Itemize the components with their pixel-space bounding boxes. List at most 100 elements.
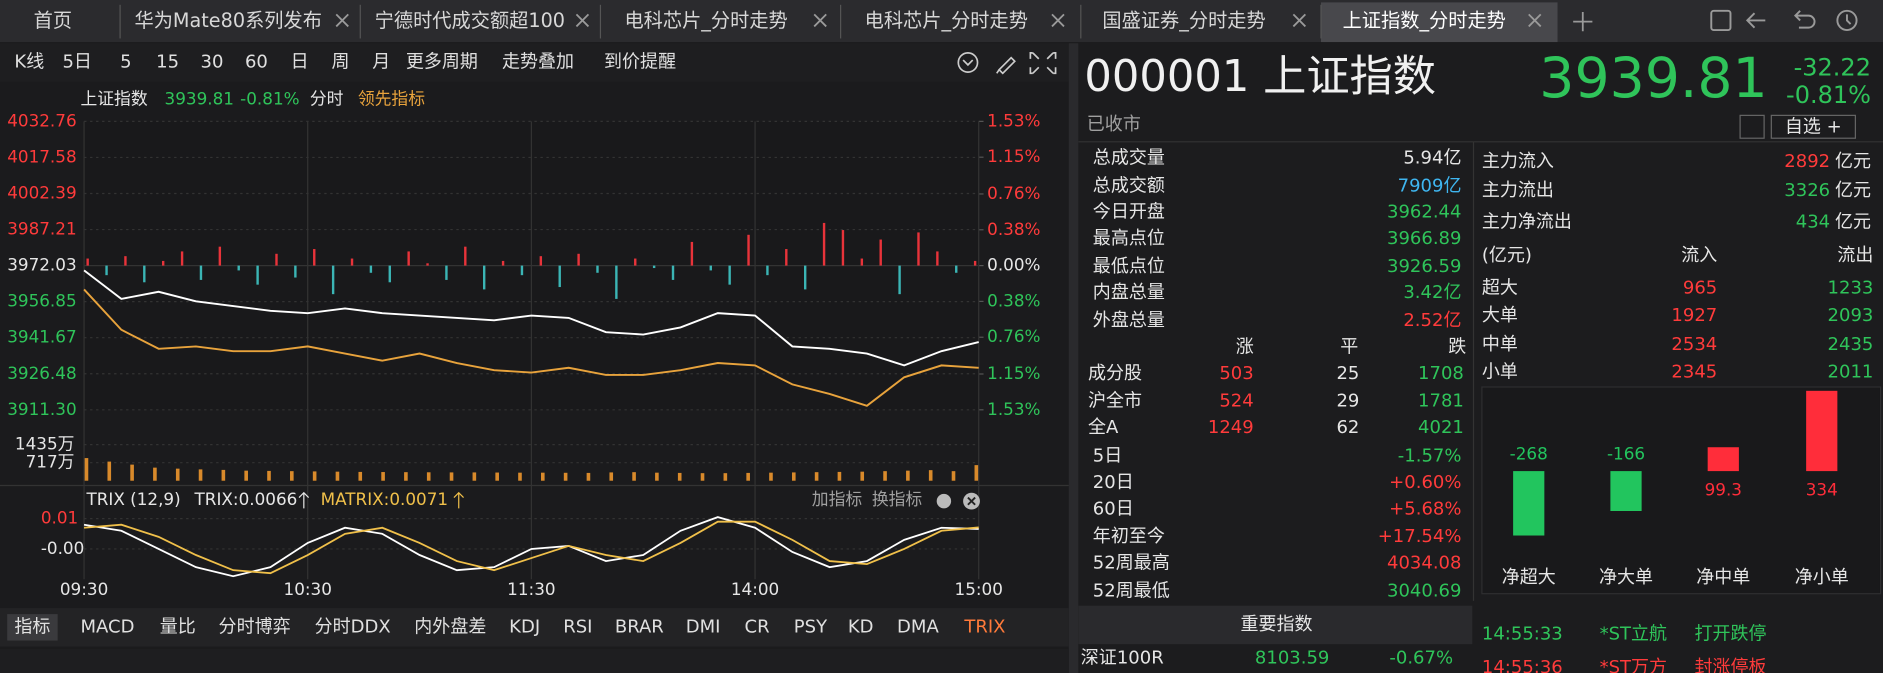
tab[interactable]: 电科芯片_分时走势 — [865, 9, 1028, 32]
indicator-tab[interactable]: 内外盘差 — [414, 616, 486, 637]
arrow-up — [453, 491, 464, 509]
indicator-line — [83, 516, 979, 578]
watch-button[interactable]: 自选 + — [1785, 116, 1842, 137]
volume-bar — [267, 470, 271, 481]
toolbar-item[interactable]: 5 — [120, 51, 131, 72]
tab[interactable]: 首页 — [34, 9, 72, 32]
y-tick-label: 3956.85 — [7, 291, 76, 311]
toolbar-item[interactable]: K线 — [14, 51, 44, 72]
stat-value: 3962.44 — [1387, 202, 1461, 223]
breadth-value: 503 — [1219, 363, 1253, 384]
flow-header: 流入 — [1681, 245, 1717, 266]
indicator-tab[interactable]: PSY — [794, 616, 828, 637]
stat-value: 5.94亿 — [1403, 148, 1461, 169]
toolbar-item[interactable]: 15 — [156, 51, 179, 72]
indicator-tab[interactable]: KD — [848, 616, 874, 637]
indicator-tab[interactable]: KDJ — [509, 616, 540, 637]
toolbar-item[interactable]: 更多周期 — [406, 51, 478, 72]
volume-bar — [312, 471, 317, 481]
series-name: 上证指数 — [80, 89, 147, 109]
bell-button[interactable] — [1739, 114, 1765, 139]
volume-bar — [381, 472, 385, 481]
indicator-tab-active[interactable] — [7, 614, 58, 641]
tab-close-icons[interactable] — [335, 13, 1542, 28]
stat-label: 总成交额 — [1093, 175, 1165, 196]
indicator-tab[interactable]: BRAR — [615, 616, 664, 637]
volume-bar — [449, 472, 454, 481]
indicator-tab[interactable]: DMI — [686, 616, 721, 637]
tab[interactable]: 电科芯片_分时走势 — [624, 9, 787, 32]
indicator-line — [83, 520, 979, 575]
flow-value: 2345 — [1671, 362, 1717, 383]
quote-title: 000001 上证指数 — [1084, 52, 1436, 102]
volume-bar — [951, 471, 956, 481]
y2-tick-label: 1.53% — [987, 110, 1040, 130]
toolbar-item[interactable]: 周 — [331, 51, 349, 72]
tab[interactable]: 国盛证券_分时走势 — [1102, 9, 1265, 32]
tab[interactable]: 华为Mate80系列发布 — [134, 9, 321, 32]
indicator-tab[interactable]: 量比 — [160, 616, 196, 637]
flow-header: (亿元) — [1482, 245, 1532, 266]
indicator-tab[interactable]: TRIX — [963, 616, 1005, 637]
alert-item: *ST立航 — [1600, 624, 1667, 645]
toolbar-item[interactable]: 日 — [291, 51, 309, 72]
toolbar-item[interactable]: 走势叠加 — [502, 51, 574, 72]
flow-bar-label: 334 — [1806, 479, 1838, 499]
breadth-value: 29 — [1336, 390, 1359, 411]
y-tick-label: 3987.21 — [7, 219, 76, 239]
switch-indicator[interactable]: 换指标 — [872, 489, 923, 509]
indicator-tab[interactable]: CR — [745, 616, 770, 637]
new-tab-button[interactable] — [1573, 12, 1593, 32]
breadth-value: 1708 — [1418, 363, 1464, 384]
volume-bar — [791, 472, 796, 481]
volume-bar — [632, 472, 636, 481]
toolbar-item[interactable]: 30 — [201, 51, 224, 72]
tab[interactable]: 宁德时代成交额超100 — [375, 9, 565, 32]
volume-bar — [586, 472, 591, 481]
capital-unit: 亿元 — [1835, 211, 1871, 232]
period-label: 52周最高 — [1093, 553, 1170, 574]
volume-bar — [84, 458, 89, 481]
index-change: -0.67% — [1389, 648, 1453, 669]
tab[interactable]: 上证指数_分时走势 — [1343, 9, 1506, 32]
y-tick-label: 3941.67 — [7, 327, 76, 347]
volume-bar — [746, 472, 750, 481]
volume-bar — [769, 472, 773, 481]
watch-button-frame[interactable] — [1770, 114, 1856, 139]
toolbar-icons[interactable] — [957, 52, 1057, 75]
toolbar-item[interactable]: 到价提醒 — [604, 51, 676, 72]
volume-bar — [404, 472, 408, 481]
section-title: 重要指数 — [1241, 614, 1313, 635]
toolbar-item[interactable]: 60 — [245, 51, 268, 72]
y2-tick-label: 1.53% — [987, 399, 1040, 419]
indicator-tab[interactable]: 指标 — [14, 616, 50, 637]
toolbar-item[interactable]: 月 — [372, 51, 390, 72]
splitter[interactable] — [1068, 43, 1079, 673]
indicator-tab[interactable]: 分时博弈 — [219, 616, 291, 637]
indicator-tab[interactable]: MACD — [80, 616, 134, 637]
add-indicator[interactable]: 加指标 — [812, 489, 863, 509]
alert-item: 封涨停板 — [1694, 657, 1766, 673]
indicator-value: TRIX:0.0066 — [194, 489, 298, 509]
stat-value: 2.52亿 — [1403, 310, 1461, 331]
settings-icon[interactable] — [936, 493, 952, 509]
flow-category: 净超大 — [1502, 567, 1556, 588]
indicator-tab[interactable]: 分时DDX — [315, 616, 391, 637]
indicator-tab[interactable]: RSI — [563, 616, 592, 637]
y2-tick-label: 0.38% — [987, 290, 1040, 310]
alert-item: *ST万方 — [1600, 657, 1667, 673]
breadth-value: 1249 — [1208, 417, 1254, 438]
active-tab[interactable] — [1320, 2, 1558, 43]
period-value: +5.68% — [1389, 499, 1461, 520]
y-tick-label: 3972.03 — [7, 255, 76, 275]
period-value: 4034.08 — [1387, 553, 1461, 574]
toolbar-item[interactable]: 5日 — [62, 51, 91, 72]
volume-bar — [107, 461, 112, 481]
y-tick-label: 4002.39 — [7, 182, 76, 202]
indicator-tab[interactable]: DMA — [897, 616, 939, 637]
window-icons[interactable] — [1710, 9, 1858, 32]
volume-bar — [175, 468, 180, 481]
flow-bar-label: 99.3 — [1705, 479, 1742, 499]
